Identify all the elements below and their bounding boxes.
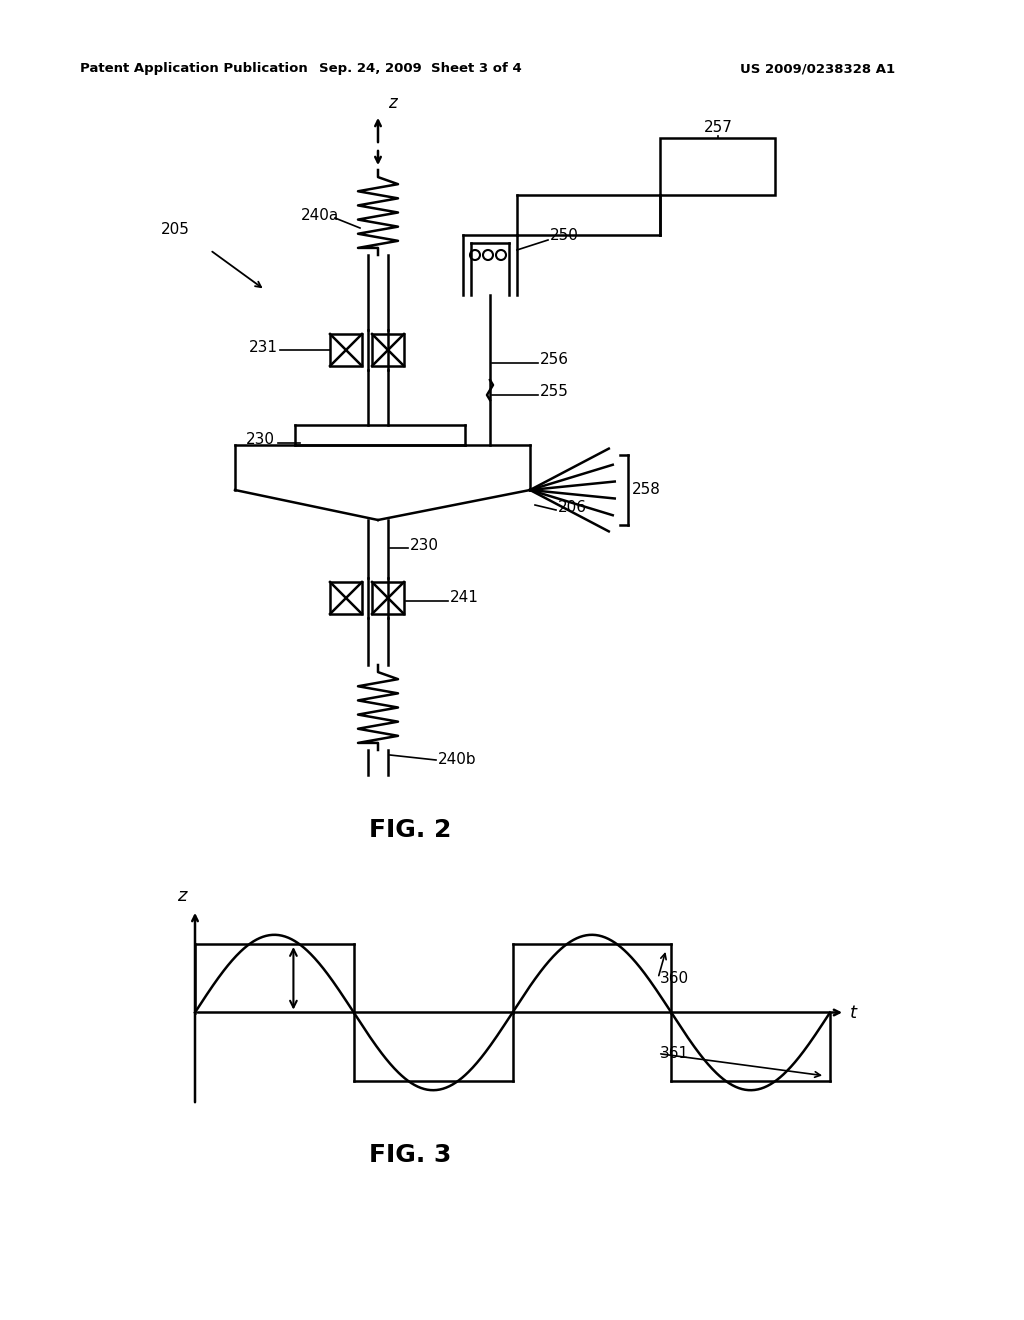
Bar (372, 582, 404, 614)
Text: 255: 255 (540, 384, 569, 400)
Bar (372, 334, 404, 366)
Text: 231: 231 (249, 341, 278, 355)
Text: FIG. 3: FIG. 3 (369, 1143, 452, 1167)
Text: FIG. 2: FIG. 2 (369, 818, 452, 842)
Text: 230: 230 (410, 537, 439, 553)
Text: 361: 361 (660, 1045, 689, 1061)
Text: 205: 205 (161, 223, 189, 238)
Text: 257: 257 (703, 120, 732, 136)
Text: US 2009/0238328 A1: US 2009/0238328 A1 (740, 62, 895, 75)
Bar (330, 582, 362, 614)
Text: Patent Application Publication: Patent Application Publication (80, 62, 308, 75)
Text: 240a: 240a (301, 207, 339, 223)
Text: 230: 230 (246, 433, 275, 447)
Text: Sep. 24, 2009  Sheet 3 of 4: Sep. 24, 2009 Sheet 3 of 4 (318, 62, 521, 75)
Text: z: z (177, 887, 187, 906)
Text: 258: 258 (632, 483, 660, 498)
Text: 240b: 240b (438, 752, 476, 767)
Text: 250: 250 (550, 227, 579, 243)
Bar (330, 334, 362, 366)
Text: 256: 256 (540, 352, 569, 367)
Bar (660, 139, 775, 195)
Text: z: z (388, 94, 396, 112)
Text: 241: 241 (450, 590, 479, 606)
Text: 360: 360 (660, 970, 689, 986)
Text: 206: 206 (558, 500, 587, 516)
Text: t: t (850, 1003, 857, 1022)
